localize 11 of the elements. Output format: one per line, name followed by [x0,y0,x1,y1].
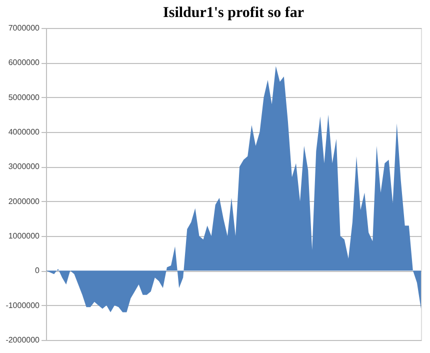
y-tick-label: 3000000 [8,162,40,172]
y-tick-label: -2000000 [6,336,40,344]
y-tick-label: 5000000 [8,92,40,102]
y-tick-label: 1000000 [8,232,40,240]
y-tick-label: -1000000 [6,300,40,310]
y-tick-label: 4000000 [8,128,40,136]
chart-title: Isildur1's profit so far [163,5,304,21]
y-tick-label: 7000000 [8,24,40,32]
y-tick-label: 6000000 [8,58,40,68]
y-tick-label: 2000000 [8,196,40,206]
y-tick-label: 0 [35,266,40,276]
